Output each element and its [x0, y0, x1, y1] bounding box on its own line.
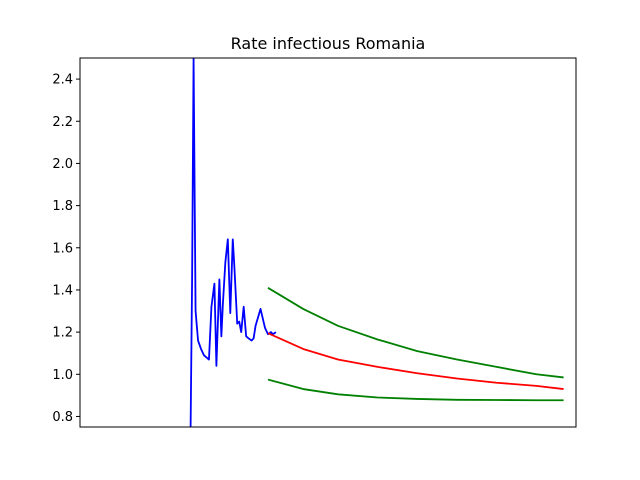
plot-area: [189, 58, 564, 427]
y-tick-label: 2.0: [52, 157, 73, 172]
y-tick-label: 1.4: [52, 283, 73, 298]
y-tick-label: 2.4: [52, 73, 73, 88]
series-line-3: [267, 378, 564, 402]
series-line-2: [267, 287, 564, 379]
y-tick-label: 0.8: [52, 410, 73, 425]
y-tick-label: 1.2: [52, 326, 73, 341]
y-tick-label: 1.8: [52, 199, 73, 214]
axes-frame: [79, 57, 577, 428]
y-axis: 0.8 1.0 1.2 1.4 1.6 1.8 2.0 2.2 2.4: [52, 73, 80, 425]
series-line-0: [189, 58, 277, 427]
series-line-1: [267, 332, 564, 390]
y-tick-label: 2.2: [52, 115, 73, 130]
y-tick-label: 1.0: [52, 368, 73, 383]
chart-title: Rate infectious Romania: [231, 34, 426, 53]
y-tick-label: 1.6: [52, 241, 73, 256]
